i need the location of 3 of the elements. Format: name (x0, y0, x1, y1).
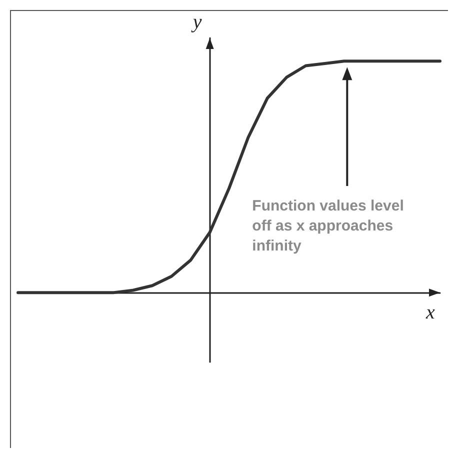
x-axis-title: x (425, 302, 435, 324)
annotation: Function values level off as x approaches infinity (252, 198, 408, 254)
y-axis-title: y (190, 11, 202, 33)
